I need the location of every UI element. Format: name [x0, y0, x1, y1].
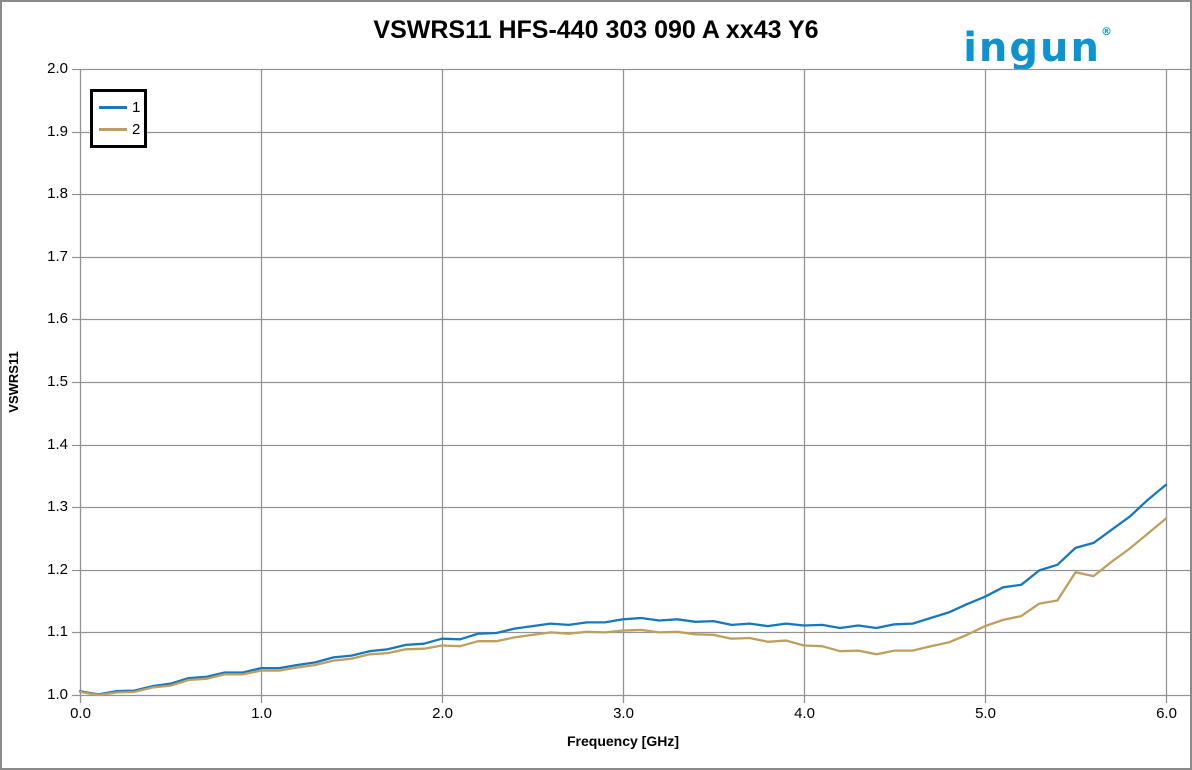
registered-trademark-icon: ®: [1101, 25, 1112, 38]
y-tick-label: 1.1: [47, 623, 68, 640]
legend-label-series-2: 2: [132, 121, 141, 139]
gridlines: [72, 68, 1190, 703]
y-tick-label: 1.9: [47, 123, 68, 140]
y-tick-label: 1.5: [47, 373, 68, 390]
y-tick-label: 2.0: [47, 60, 68, 77]
series-2-line: [78, 517, 1168, 697]
ingun-logo: ingun®: [963, 10, 1112, 70]
x-axis-title: Frequency [GHz]: [566, 733, 679, 749]
series-1-line-swatch: [99, 105, 127, 109]
y-tick-label: 1.6: [47, 310, 68, 327]
legend-item-series-1: 1: [99, 98, 141, 116]
y-tick-label: 1.4: [47, 436, 68, 453]
x-tick-label: 1.0: [251, 705, 272, 722]
x-tick-label: 4.0: [794, 705, 815, 722]
y-tick-label: 1.8: [47, 185, 68, 202]
y-tick-label: 1.7: [47, 248, 68, 265]
y-tick-label: 1.0: [47, 686, 68, 703]
legend-item-series-2: 2: [99, 121, 141, 139]
chart-title: VSWRS11 HFS-440 303 090 A xx43 Y6: [373, 16, 819, 44]
x-tick-label: 5.0: [975, 705, 996, 722]
y-tick-label: 1.2: [47, 561, 68, 578]
y-tick-label: 1.3: [47, 498, 68, 515]
x-tick-label: 2.0: [432, 705, 453, 722]
series-1-line: [78, 483, 1168, 696]
x-tick-label: 3.0: [613, 705, 634, 722]
x-tick-label: 6.0: [1156, 705, 1177, 722]
ingun-logo-text: ingun: [963, 25, 1101, 71]
y-axis-title: VSWRS11: [6, 351, 21, 413]
legend-label-series-1: 1: [132, 98, 141, 116]
series-2-line-swatch: [99, 128, 127, 132]
legend: 1 2: [90, 89, 147, 148]
x-tick-label: 0.0: [70, 705, 91, 722]
series-lines: [78, 483, 1168, 697]
